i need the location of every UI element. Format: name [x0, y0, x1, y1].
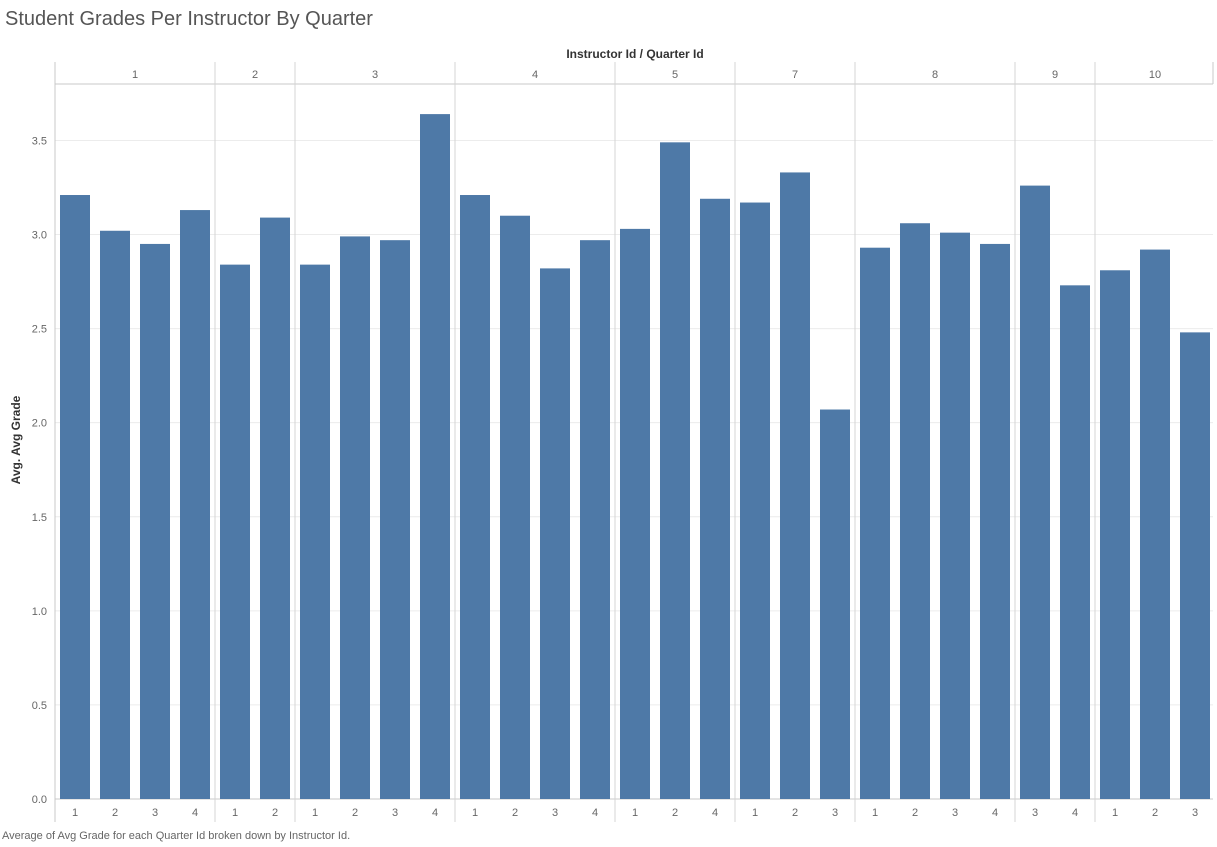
x-tick-label: 1 — [632, 807, 638, 819]
bar — [620, 228, 650, 799]
bar — [140, 243, 170, 799]
x-tick-label: 2 — [272, 807, 278, 819]
x-tick-label: 4 — [992, 807, 998, 819]
instructor-header-label: 7 — [792, 69, 798, 81]
bar — [100, 230, 130, 799]
x-tick-label: 2 — [1152, 807, 1158, 819]
bar — [1140, 249, 1170, 799]
bar — [1180, 332, 1210, 799]
bar — [980, 243, 1010, 799]
y-tick-label: 2.5 — [32, 324, 47, 336]
bar — [380, 240, 410, 800]
y-tick-label: 0.5 — [32, 700, 47, 712]
instructor-header-label: 2 — [252, 69, 258, 81]
x-tick-label: 1 — [1112, 807, 1118, 819]
y-tick-label: 1.0 — [32, 606, 47, 618]
chart-caption: Average of Avg Grade for each Quarter Id… — [2, 830, 351, 842]
bar — [220, 264, 250, 799]
bar — [1060, 285, 1090, 799]
x-tick-label: 3 — [1032, 807, 1038, 819]
instructor-header-label: 4 — [532, 69, 538, 81]
x-tick-label: 2 — [912, 807, 918, 819]
x-tick-label: 4 — [712, 807, 718, 819]
labels-layer: 0.0 0.5 1.0 1.5 2.0 2.5 3.0 3.5 1 2 3 4 1 1 2 2 1 2 3 4 3 1 2 3… — [32, 69, 1198, 819]
x-tick-label: 1 — [232, 807, 238, 819]
x-tick-label: 1 — [872, 807, 878, 819]
y-tick-label: 0.0 — [32, 794, 47, 806]
x-tick-label: 4 — [432, 807, 438, 819]
bar — [460, 195, 490, 799]
x-tick-label: 3 — [952, 807, 958, 819]
x-tick-label: 2 — [512, 807, 518, 819]
x-tick-label: 1 — [752, 807, 758, 819]
x-axis-title: Instructor Id / Quarter Id — [566, 47, 703, 61]
bar — [860, 247, 890, 799]
instructor-header-label: 10 — [1149, 69, 1161, 81]
bar — [340, 236, 370, 799]
bar — [740, 202, 770, 799]
y-tick-label: 2.0 — [32, 418, 47, 430]
x-tick-label: 3 — [832, 807, 838, 819]
bar — [260, 217, 290, 799]
x-tick-label: 1 — [472, 807, 478, 819]
bar — [700, 198, 730, 800]
x-tick-label: 2 — [112, 807, 118, 819]
x-tick-label: 3 — [152, 807, 158, 819]
bar — [940, 232, 970, 800]
bar — [580, 240, 610, 800]
instructor-header-label: 3 — [372, 69, 378, 81]
x-tick-label: 3 — [552, 807, 558, 819]
bar — [60, 195, 90, 799]
x-tick-label: 2 — [792, 807, 798, 819]
x-tick-label: 1 — [72, 807, 78, 819]
y-tick-label: 1.5 — [32, 512, 47, 524]
x-tick-label: 2 — [352, 807, 358, 819]
bar — [1020, 185, 1050, 799]
x-tick-label: 4 — [592, 807, 598, 819]
bar — [780, 172, 810, 799]
chart-title: Student Grades Per Instructor By Quarter — [5, 8, 373, 30]
x-tick-label: 4 — [1072, 807, 1078, 819]
x-tick-label: 3 — [392, 807, 398, 819]
bar — [500, 215, 530, 800]
bar — [540, 268, 570, 799]
instructor-header-label: 8 — [932, 69, 938, 81]
x-tick-label: 3 — [1192, 807, 1198, 819]
bar — [660, 142, 690, 799]
bar — [420, 114, 450, 799]
bar — [180, 210, 210, 799]
x-tick-label: 1 — [312, 807, 318, 819]
bar — [900, 223, 930, 800]
instructor-header-label: 1 — [132, 69, 138, 81]
y-axis-title: Avg. Avg Grade — [9, 395, 23, 484]
x-tick-label: 4 — [192, 807, 198, 819]
y-tick-label: 3.5 — [32, 135, 47, 147]
bar — [1100, 270, 1130, 799]
bars-layer — [60, 114, 1210, 800]
bar — [300, 264, 330, 799]
x-tick-label: 2 — [672, 807, 678, 819]
y-tick-label: 3.0 — [32, 230, 47, 242]
bar — [820, 409, 850, 799]
instructor-header-label: 5 — [672, 69, 678, 81]
instructor-header-label: 9 — [1052, 69, 1058, 81]
